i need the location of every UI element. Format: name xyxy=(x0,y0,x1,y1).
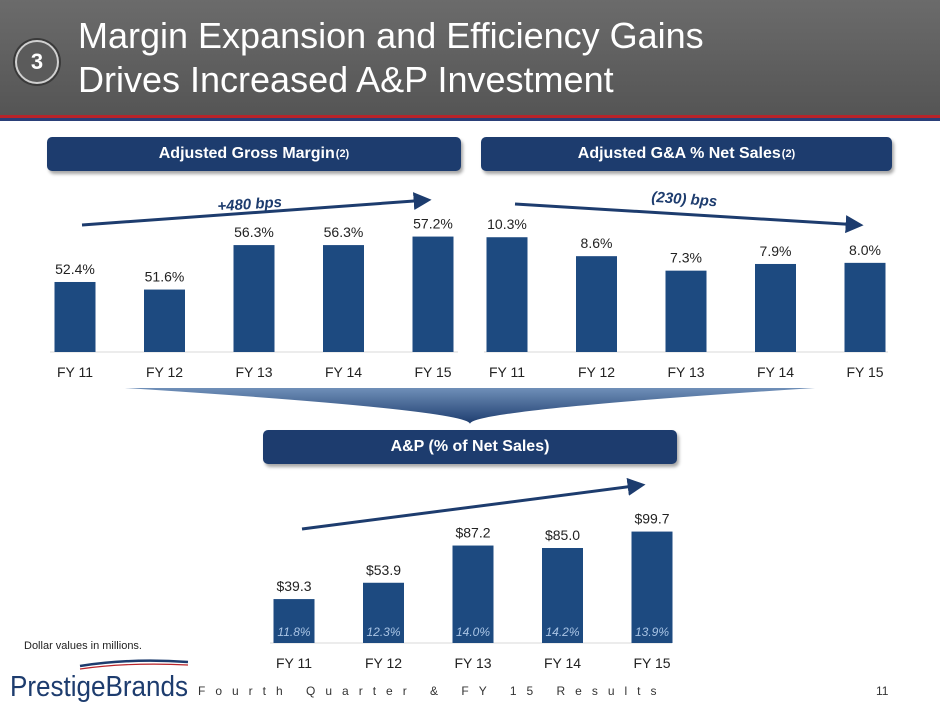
inner-pct-label: 12.3% xyxy=(366,625,400,639)
x-tick-label: FY 12 xyxy=(146,364,183,380)
bar xyxy=(363,582,404,643)
gross-margin-annotation: +480 bps xyxy=(217,194,283,215)
ga-label: Adjusted G&A % Net Sales xyxy=(577,145,781,162)
bar xyxy=(631,531,673,643)
x-tick-label: FY 13 xyxy=(454,655,491,671)
value-label: 8.6% xyxy=(581,235,613,251)
x-tick-label: FY 14 xyxy=(544,655,581,671)
x-tick-label: FY 12 xyxy=(365,655,402,671)
bar xyxy=(665,270,707,352)
footnote: Dollar values in millions. xyxy=(24,640,142,652)
chevron-shape xyxy=(125,388,815,424)
x-tick-label: FY 13 xyxy=(235,364,272,380)
title-line-2: Drives Increased A&P Investment xyxy=(78,59,614,100)
value-label: $99.7 xyxy=(634,511,669,527)
bar xyxy=(755,263,796,352)
value-label: 56.3% xyxy=(234,224,274,240)
ap-chart: $39.3 FY 11 11.8% $53.9 FY 12 12.3% $87.2 FY 13… xyxy=(270,511,673,671)
svg-text:PrestigeBrands: PrestigeBrands xyxy=(10,671,188,702)
value-label: 56.3% xyxy=(324,224,364,240)
bar xyxy=(576,256,617,352)
inner-pct-label: 14.0% xyxy=(456,625,490,639)
page-number: 11 xyxy=(876,684,889,698)
gross-margin-trend-arrow xyxy=(81,192,432,227)
bar xyxy=(54,281,96,352)
x-tick-label: FY 15 xyxy=(633,655,670,671)
title-line-1: Margin Expansion and Efficiency Gains xyxy=(78,15,704,56)
value-label: 10.3% xyxy=(487,216,527,232)
gross-margin-chart: 52.4% FY 11 51.6% FY 12 56.3% FY 13 56.3% FY 14… xyxy=(50,216,458,380)
ga-trend-arrow xyxy=(514,202,864,234)
x-tick-label: FY 15 xyxy=(414,364,451,380)
x-tick-label: FY 15 xyxy=(846,364,883,380)
ga-sup: (2) xyxy=(781,148,796,160)
x-tick-label: FY 11 xyxy=(489,364,525,380)
bar xyxy=(273,599,315,643)
ga-pill: Adjusted G&A % Net Sales (2) xyxy=(481,137,892,171)
x-tick-label: FY 14 xyxy=(325,364,362,380)
header-stripe-blue xyxy=(0,118,940,121)
value-label: $87.2 xyxy=(455,525,490,541)
prestige-brands-logo: PrestigeBrands xyxy=(10,659,189,702)
value-label: 57.2% xyxy=(413,216,453,232)
header-stripe-red xyxy=(0,115,940,118)
inner-pct-label: 14.2% xyxy=(545,625,579,639)
footer-text: Fourth Quarter & FY 15 Results xyxy=(198,684,667,698)
ga-annotation: (230) bps xyxy=(651,189,718,211)
bar xyxy=(486,237,528,352)
value-label: 7.3% xyxy=(670,250,702,266)
inner-pct-label: 11.8% xyxy=(277,625,310,639)
gross-margin-sup: (2) xyxy=(335,148,350,160)
bar xyxy=(144,289,185,352)
bar xyxy=(542,548,583,643)
gross-margin-pill: Adjusted Gross Margin (2) xyxy=(47,137,461,171)
inner-pct-label: 13.9% xyxy=(635,625,669,639)
ap-trend-arrow xyxy=(301,477,646,531)
section-badge: 3 xyxy=(15,40,59,84)
x-tick-label: FY 13 xyxy=(667,364,704,380)
gross-margin-label: Adjusted Gross Margin xyxy=(158,145,335,162)
value-label: 51.6% xyxy=(145,269,185,285)
ap-label: A&P (% of Net Sales) xyxy=(390,438,550,455)
x-tick-label: FY 11 xyxy=(276,655,312,671)
header-bar xyxy=(0,0,940,115)
bar xyxy=(412,236,454,352)
bar xyxy=(323,245,364,352)
slide-title: Margin Expansion and Efficiency Gains Dr… xyxy=(78,14,704,102)
bar xyxy=(452,545,494,643)
bar xyxy=(844,262,886,352)
ga-chart: 10.3% FY 11 8.6% FY 12 7.3% FY 13 7.9% FY 14 8.0… xyxy=(484,216,888,380)
ap-pill: A&P (% of Net Sales) xyxy=(263,430,677,464)
x-tick-label: FY 14 xyxy=(757,364,794,380)
bar xyxy=(233,245,275,352)
value-label: 8.0% xyxy=(849,242,881,258)
value-label: $85.0 xyxy=(545,527,580,543)
value-label: $39.3 xyxy=(276,578,311,594)
value-label: $53.9 xyxy=(366,562,401,578)
value-label: 52.4% xyxy=(55,261,95,277)
x-tick-label: FY 12 xyxy=(578,364,615,380)
x-tick-label: FY 11 xyxy=(57,364,93,380)
value-label: 7.9% xyxy=(760,243,792,259)
